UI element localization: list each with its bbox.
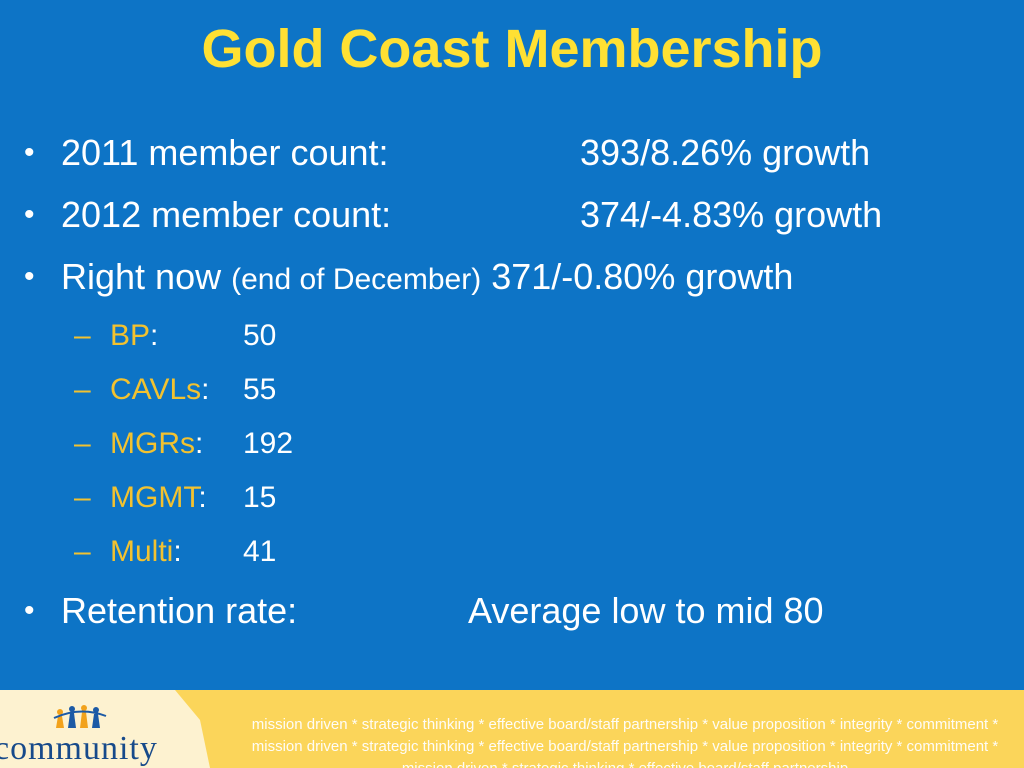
- breakdown-value: 192: [243, 427, 294, 460]
- dash-icon: –: [74, 319, 91, 352]
- bullet-label-paren: (end of December): [231, 263, 482, 296]
- bullet-label: Right now (end of December) 371/-0.80% g…: [61, 252, 793, 305]
- bullet-label: 2011 member count:: [61, 132, 389, 173]
- community-logo-text: community: [0, 730, 158, 767]
- breakdown-value: 50: [243, 319, 277, 352]
- bullet-icon: •: [24, 594, 35, 627]
- bullet-value: 393/8.26% growth: [580, 132, 871, 173]
- breakdown-label: MGMT:: [110, 481, 207, 514]
- breakdown-value: 41: [243, 535, 277, 568]
- dash-icon: –: [74, 481, 91, 514]
- dash-icon: –: [74, 427, 91, 460]
- bullet-label: Retention rate:: [61, 590, 298, 631]
- slide: Gold Coast Membership • 2011 member coun…: [24, 19, 883, 631]
- footer-banner: community mission driven * strategic thi…: [0, 690, 1024, 768]
- bullet-label: 2012 member count:: [61, 194, 392, 235]
- dash-icon: –: [74, 373, 91, 406]
- dash-icon: –: [74, 535, 91, 568]
- bullet-icon: •: [24, 260, 35, 293]
- bullet-icon: •: [24, 198, 35, 231]
- breakdown-value: 55: [243, 373, 277, 406]
- community-people-icon: [53, 705, 107, 728]
- breakdown-label: CAVLs:: [110, 373, 210, 406]
- logo-area: community: [0, 690, 210, 768]
- breakdown-value: 15: [243, 481, 277, 514]
- slide-title: Gold Coast Membership: [201, 19, 823, 79]
- bullet-value: 371/-0.80% growth: [481, 256, 794, 297]
- footer-tagline: mission driven * strategic thinking * ef…: [251, 716, 999, 768]
- bullet-label-main: Right now: [61, 256, 232, 297]
- bullet-icon: •: [24, 136, 35, 169]
- breakdown-label: MGRs:: [110, 427, 204, 460]
- bullet-value: Average low to mid 80: [468, 590, 824, 631]
- bullet-value: 374/-4.83% growth: [580, 194, 883, 235]
- breakdown-label: Multi:: [110, 535, 182, 568]
- breakdown-label: BP:: [110, 319, 159, 352]
